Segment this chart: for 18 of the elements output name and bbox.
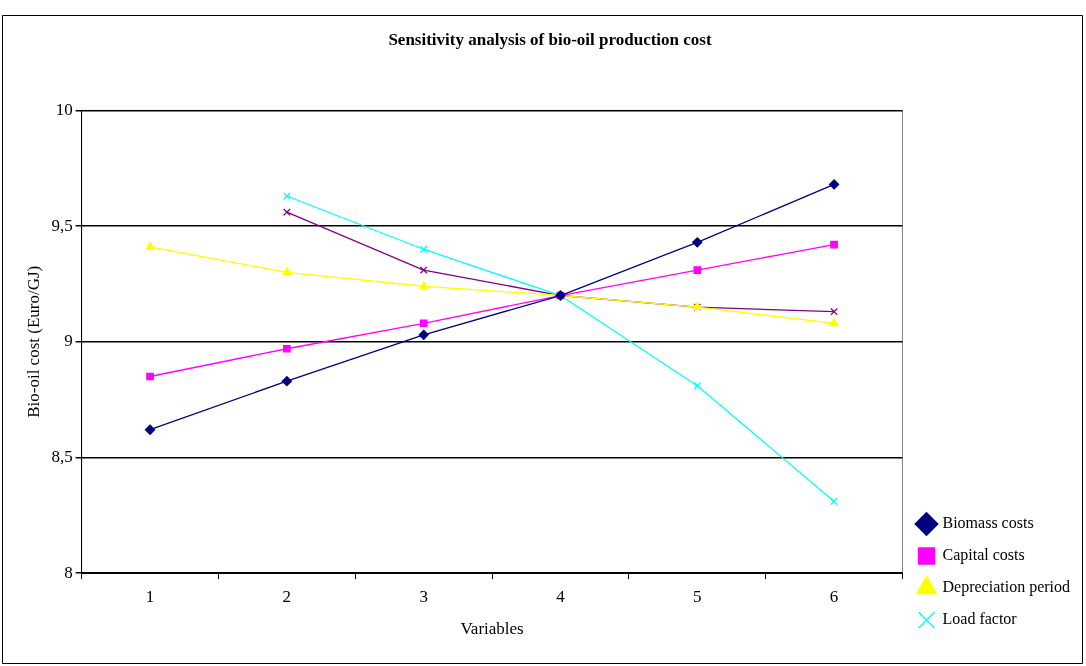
x-tick-label: 2 xyxy=(282,586,292,606)
x-tick-label: 3 xyxy=(419,586,428,606)
x-tick-label: 1 xyxy=(145,586,155,606)
chart-title: Sensitivity analysis of bio-oil production cost xyxy=(388,29,712,49)
y-tick-label: 8 xyxy=(64,562,73,582)
legend-label: Load factor xyxy=(942,610,1018,628)
legend-label: Biomass costs xyxy=(942,514,1034,532)
legend-label: Capital costs xyxy=(942,546,1025,565)
x-tick-label: 4 xyxy=(556,586,566,606)
x-tick-label: 5 xyxy=(693,586,702,606)
x-tick-label: 6 xyxy=(829,586,839,606)
y-tick-label: 9,5 xyxy=(51,215,73,235)
legend-label: Depreciation period xyxy=(942,578,1070,597)
y-tick-label: 8,5 xyxy=(51,446,73,466)
x-axis-title: Variables xyxy=(460,619,524,639)
y-axis-title: Bio-oil cost (Euro/GJ) xyxy=(23,265,43,418)
y-tick-label: 10 xyxy=(55,99,73,119)
y-tick-label: 9 xyxy=(64,331,73,351)
